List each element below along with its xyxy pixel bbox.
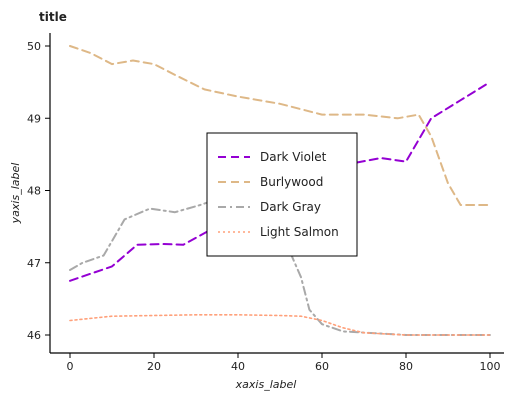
y-axis-ticks: 46 47 48 49 50: [27, 40, 50, 342]
y-tick-label: 48: [27, 185, 41, 198]
series-line-light-salmon: [69, 313, 491, 336]
x-tick-label: 100: [480, 360, 501, 373]
chart-title: title: [39, 10, 67, 24]
legend-label: Dark Violet: [260, 150, 327, 164]
y-tick-label: 47: [27, 257, 41, 270]
x-tick-label: 80: [399, 360, 413, 373]
legend-box: [206, 132, 358, 257]
x-tick-label: 40: [231, 360, 245, 373]
legend-label: Burlywood: [260, 175, 323, 189]
y-tick-label: 49: [27, 112, 41, 125]
x-tick-label: 20: [147, 360, 161, 373]
series-line-burlywood: [69, 45, 491, 206]
series-line-dark-violet: [69, 81, 491, 282]
x-tick-label: 0: [67, 360, 74, 373]
y-axis-label: yaxis_label: [9, 163, 22, 225]
legend: Dark Violet Burlywood Dark Gray Light Salmo…: [206, 132, 358, 257]
x-tick-label: 60: [315, 360, 329, 373]
legend-entries: Dark Violet Burlywood Dark Gray Light Salmo…: [218, 150, 339, 239]
x-axis-label: xaxis_label: [235, 378, 297, 391]
x-axis-ticks: 0 20 40 60 80 100: [67, 353, 501, 373]
legend-label: Light Salmon: [260, 225, 339, 239]
y-tick-label: 46: [27, 329, 41, 342]
legend-label: Dark Gray: [260, 200, 321, 214]
y-tick-label: 50: [27, 40, 41, 53]
